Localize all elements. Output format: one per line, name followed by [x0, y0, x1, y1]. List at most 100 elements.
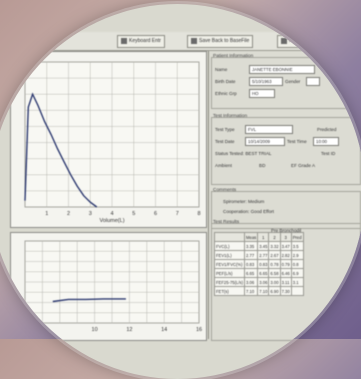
table-cell: 2.9 — [290, 250, 304, 260]
table-cell: 6.90 — [268, 286, 281, 296]
x-tick-label: 14 — [161, 327, 167, 333]
flow-volume-chart: 1 2 3 4 5 6 7 8 Volume(L) — [24, 61, 201, 224]
save-button[interactable]: Save Back to BaseFile — [187, 35, 254, 48]
table-row: FEF25-75(L/s) 3.06 3.06 3.00 3.11 3.1 — [214, 277, 304, 287]
spirometry-screen: Keyboard Entr Save Back to BaseFile Prin… — [0, 4, 361, 341]
table-cell: 0.79 — [279, 259, 292, 269]
status-label: Status Tested: BEST TRIAL — [215, 151, 272, 156]
table-cell: 6.9 — [290, 268, 304, 278]
x-tick-label: 8 — [197, 211, 200, 217]
table-row: FEV1(L) 2.77 2.77 2.67 2.82 2.9 — [214, 250, 304, 260]
table-cell: 7.10 — [243, 286, 259, 296]
table-row: FVC(L) 3.35 3.45 3.32 3.47 3.5 — [214, 241, 304, 251]
pre-bronch-header: Pre Bronchodil — [271, 228, 302, 233]
table-cell: 2.77 — [243, 250, 259, 260]
test-id-label: Test ID — [321, 151, 336, 156]
table-cell: 2.67 — [268, 250, 281, 260]
x-tick-label: 2 — [67, 211, 70, 217]
ethnic-label: Ethnic Grp — [215, 91, 237, 96]
results-column-header: 2 — [268, 232, 281, 242]
test-results-title: Test Results — [213, 220, 240, 225]
table-cell: 3.35 — [243, 241, 259, 251]
table-cell: 7.30 — [279, 286, 292, 296]
test-type-field[interactable]: FVL — [245, 125, 293, 134]
gender-label: Gender — [285, 79, 301, 84]
table-cell — [290, 286, 304, 296]
keyboard-icon — [121, 37, 127, 44]
name-label: Name — [215, 67, 228, 72]
save-icon — [191, 37, 197, 44]
test-date-field[interactable]: 10/14/2009 — [245, 137, 285, 146]
table-cell: 6.65 — [257, 268, 270, 278]
table-cell: 0.83 — [243, 259, 259, 269]
table-row: FET(s) 7.10 7.10 6.90 7.30 — [214, 286, 304, 296]
table-cell: 2.77 — [257, 250, 270, 260]
table-cell: 0.83 — [257, 259, 270, 269]
x-tick-label: 4 — [110, 211, 113, 217]
series-line — [52, 298, 126, 303]
table-cell: 3.32 — [268, 241, 281, 251]
magnifier-lens: Keyboard Entr Save Back to BaseFile Prin… — [0, 4, 361, 379]
x-tick-label: 6 — [154, 211, 157, 217]
name-field[interactable]: JANETTE EBONNIE — [249, 65, 315, 74]
volume-time-chart-panel: 10 12 14 16 — [10, 232, 207, 341]
table-row: FEV1/FVC(%) 0.83 0.83 0.78 0.79 0.8 — [214, 259, 304, 269]
table-cell: 3.5 — [290, 241, 304, 251]
results-table: Meas 1 2 3 Pred FVC(L) 3.35 3.45 3.32 3.47 3.5 FEV… — [214, 232, 304, 296]
table-cell: FET(s) — [214, 286, 245, 296]
table-cell: 3.47 — [279, 241, 292, 251]
table-cell: FVC(L) — [214, 241, 245, 251]
table-cell: 3.06 — [243, 277, 259, 287]
birthdate-field[interactable]: 5/10/1963 — [249, 77, 283, 86]
table-cell: 2.82 — [279, 250, 292, 260]
volume-time-chart: 10 12 14 16 — [24, 240, 202, 333]
table-cell: 3.11 — [279, 277, 292, 287]
test-type-label: Test Type — [215, 127, 235, 132]
results-column-header: 3 — [279, 232, 292, 242]
table-cell: 6.46 — [279, 268, 292, 278]
table-cell: 0.78 — [268, 259, 281, 269]
x-tick-label: 7 — [176, 211, 179, 217]
keyboard-entry-button[interactable]: Keyboard Entr — [117, 35, 165, 48]
x-tick-label: 3 — [89, 211, 92, 217]
table-cell: 0.8 — [290, 259, 304, 269]
table-cell: FEV1/FVC(%) — [214, 259, 245, 269]
bd-label: BD — [259, 163, 266, 168]
table-cell: 7.10 — [257, 286, 270, 296]
results-column-header: Pred — [290, 232, 304, 242]
test-info-title: Test Information — [213, 114, 248, 119]
table-cell: FEF25-75(L/s) — [214, 277, 245, 287]
x-tick-label: 16 — [196, 327, 202, 333]
comment-line-1: Spirometer: Medium — [223, 199, 265, 204]
print-icon — [281, 37, 287, 44]
ethnic-select[interactable]: HO — [249, 89, 275, 98]
test-time-label: Test Time — [287, 139, 307, 144]
x-tick-label: 5 — [132, 211, 135, 217]
table-cell: 6.58 — [268, 268, 281, 278]
test-time-field[interactable]: 10:00 — [313, 137, 339, 146]
birthdate-label: Birth Date — [215, 79, 236, 84]
x-axis-label: Volume(L) — [99, 218, 124, 224]
table-cell: 3.1 — [290, 277, 304, 287]
results-column-header: Meas — [243, 232, 259, 242]
ambient-label: Ambient — [215, 163, 232, 168]
results-column-header — [214, 232, 245, 242]
comments-title: Comments — [213, 188, 237, 193]
print-button[interactable]: Print — [277, 35, 304, 48]
table-cell: FEV1(L) — [214, 250, 245, 260]
table-cell: 3.06 — [257, 277, 270, 287]
patient-info-title: Patient Information — [213, 54, 254, 59]
table-cell: 6.65 — [243, 268, 259, 278]
flow-volume-chart-panel: 1 2 3 4 5 6 7 8 Volume(L) — [10, 51, 207, 228]
gender-field[interactable] — [306, 77, 320, 86]
table-cell: 3.00 — [268, 277, 281, 287]
test-date-label: Test Date — [215, 139, 235, 144]
predicted-label: Predicted — [317, 127, 337, 132]
table-cell: 3.45 — [257, 241, 270, 251]
toolbar: Keyboard Entr Save Back to BaseFile Prin… — [25, 32, 361, 51]
table-row: PEF(L/s) 6.65 6.65 6.58 6.46 6.9 — [214, 268, 304, 278]
series-line — [24, 92, 98, 208]
comment-line-2: Cooperation: Good Effort — [223, 209, 274, 214]
effort-grade: EF Grade A — [291, 163, 316, 168]
x-tick-label: 1 — [45, 211, 48, 217]
